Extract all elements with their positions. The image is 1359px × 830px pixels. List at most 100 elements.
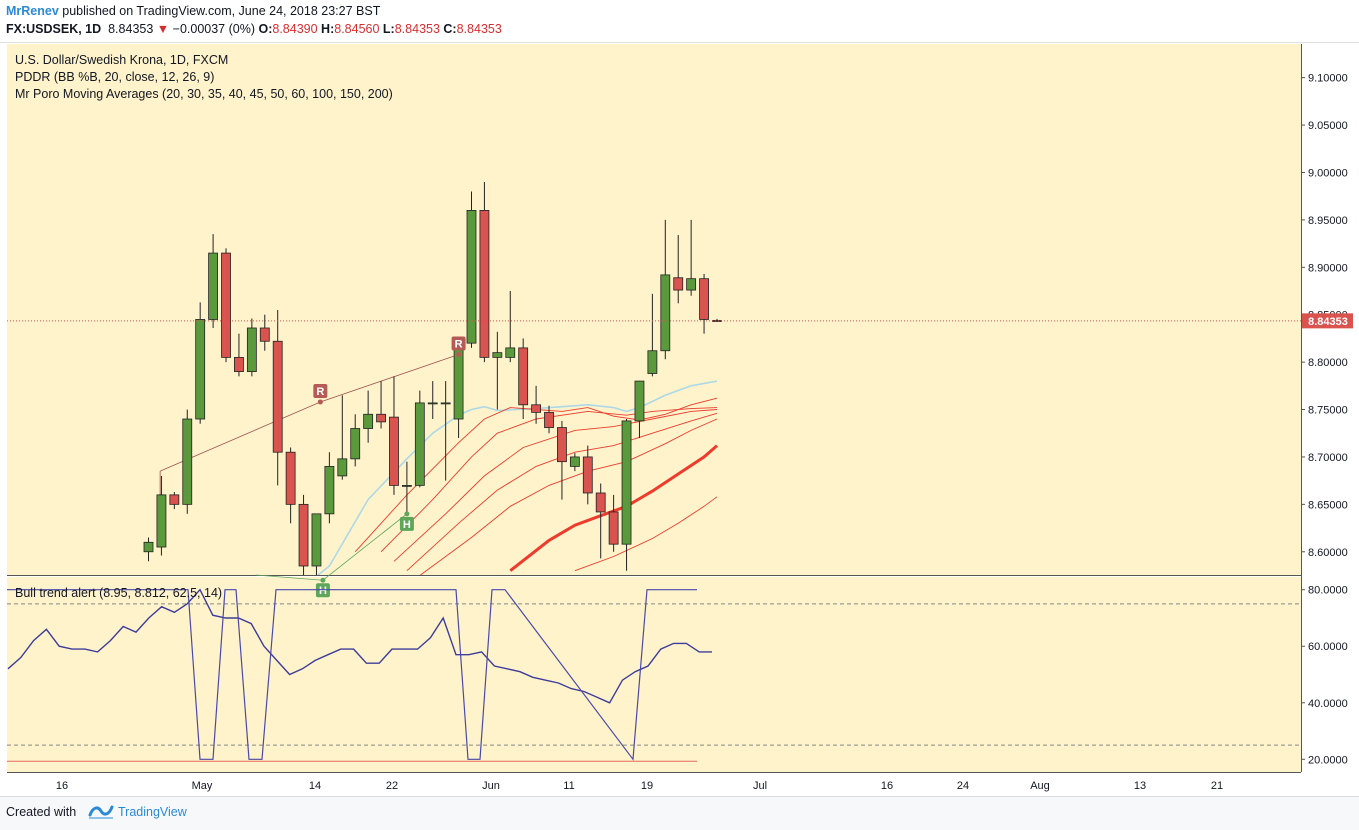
candle-body <box>414 402 425 486</box>
candle-body <box>466 210 477 344</box>
candle-body <box>350 428 361 460</box>
high-value: 8.84560 <box>334 22 380 36</box>
price-axis-background <box>1301 44 1359 772</box>
candle-body <box>272 340 283 453</box>
oscillator-lines <box>7 588 712 761</box>
marker-badge <box>313 383 328 398</box>
signal-markers: R R H H <box>313 336 466 598</box>
open-value: 8.84390 <box>272 22 318 36</box>
candle-body <box>673 277 684 291</box>
ma-line-2 <box>380 407 718 553</box>
marker-badge <box>451 336 466 351</box>
publish-line: MrRenev published on TradingView.com, Ju… <box>6 4 380 18</box>
x-tick-label: Jul <box>753 780 767 792</box>
tradingview-link[interactable]: TradingView <box>118 805 187 819</box>
candle-body <box>699 278 709 320</box>
candle-body <box>311 513 322 567</box>
down-arrow-icon: ▼ <box>156 22 170 36</box>
candle-body <box>557 427 567 463</box>
legend-indicator-2: Mr Poro Moving Averages (20, 30, 35, 40,… <box>15 87 393 101</box>
candle-body <box>427 402 438 405</box>
candle-body <box>298 503 309 567</box>
candle-body <box>531 404 541 413</box>
ma-line-3 <box>393 409 718 562</box>
candle-body <box>595 492 606 513</box>
candle-body <box>647 350 658 374</box>
y-tick-label: 9.10000 <box>1308 73 1348 85</box>
time-axis: 16 May 14 22 Jun 11 19 Jul 16 24 Aug 13 21 <box>56 780 1223 792</box>
x-tick-label: 22 <box>386 780 398 792</box>
marker-label: H <box>403 519 411 531</box>
close-label: C: <box>443 22 457 36</box>
candle-body <box>518 347 529 406</box>
candle-body <box>221 252 231 358</box>
chart-area[interactable]: 16 May 14 22 Jun 11 19 Jul 16 24 Aug 13 21 9.10000 9.… <box>0 42 1359 796</box>
candle-body <box>389 416 399 486</box>
marker-label: H <box>319 585 327 597</box>
marker-label: R <box>316 386 324 398</box>
marker-anchor <box>456 352 462 358</box>
y-tick-label: 8.80000 <box>1308 357 1348 369</box>
marker-anchor <box>317 399 323 405</box>
published-info: published on TradingView.com, June 24, 2… <box>62 4 381 18</box>
candlesticks <box>143 181 722 575</box>
legend-indicator-1: PDDR (BB %B, 20, close, 12, 26, 9) <box>15 70 214 84</box>
candle-body <box>401 484 412 487</box>
x-tick-label: 24 <box>957 780 969 792</box>
created-with-label: Created with <box>6 805 77 819</box>
chart-header: MrRenev published on TradingView.com, Ju… <box>0 0 1359 43</box>
x-tick-label: Jun <box>482 780 500 792</box>
last-price-badge: 8.84353 <box>1302 313 1353 329</box>
candle-body <box>324 466 335 515</box>
osc-tick-label: 80.0000 <box>1308 585 1348 597</box>
ma-line-7 <box>574 496 718 572</box>
candle-body <box>234 356 244 373</box>
open-label: O: <box>258 22 273 36</box>
y-tick-label: 8.75000 <box>1308 405 1348 417</box>
legend-title: U.S. Dollar/Swedish Krona, 1D, FXCM <box>15 53 228 67</box>
candle-body <box>337 458 348 477</box>
osc-tick-label: 60.0000 <box>1308 641 1348 653</box>
low-value: 8.84353 <box>394 22 440 36</box>
candle-body <box>505 347 516 358</box>
marker-anchor <box>404 511 410 517</box>
lower-legend: Bull trend alert (8.95, 8.812, 62.5, 14) <box>15 586 222 600</box>
candle-body <box>492 352 503 358</box>
candle-body <box>208 252 219 320</box>
tradingview-logo-icon[interactable] <box>88 801 114 821</box>
price-pane-background <box>7 44 1301 575</box>
candle-body <box>569 456 580 467</box>
candle-body <box>169 494 180 505</box>
symbol-label: FX:USDSEK, 1D <box>6 22 102 36</box>
y-tick-label: 9.05000 <box>1308 120 1348 132</box>
author-link[interactable]: MrRenev <box>6 4 59 18</box>
candle-body <box>246 327 257 373</box>
marker-label: R <box>455 339 463 351</box>
close-value: 8.84353 <box>456 22 502 36</box>
candle-body <box>621 420 632 545</box>
ma-line-4 <box>406 412 718 572</box>
high-label: H: <box>321 22 335 36</box>
ma-line-1 <box>354 397 718 553</box>
candle-body <box>544 411 554 428</box>
x-tick-label: 11 <box>563 780 574 792</box>
candle-body <box>608 511 619 545</box>
osc-tick-label: 40.0000 <box>1308 698 1348 710</box>
candle-body <box>182 418 193 505</box>
time-axis-background <box>0 772 1359 796</box>
price-badge-text: 8.84353 <box>1308 316 1348 328</box>
marker-badge <box>399 516 414 531</box>
x-tick-label: 19 <box>641 780 653 792</box>
y-tick-label: 8.60000 <box>1308 547 1348 559</box>
y-tick-label: 8.70000 <box>1308 452 1348 464</box>
candle-body <box>634 380 645 422</box>
candle-body <box>259 327 270 342</box>
candle-body <box>440 402 451 405</box>
candle-body <box>156 494 167 548</box>
oscillator-line <box>7 588 712 704</box>
last-price: 8.84353 <box>108 22 154 36</box>
x-tick-label: 13 <box>1134 780 1146 792</box>
y-tick-label: 9.00000 <box>1308 167 1348 179</box>
osc-tick-label: 20.0000 <box>1308 754 1348 766</box>
x-tick-label: May <box>192 780 213 792</box>
